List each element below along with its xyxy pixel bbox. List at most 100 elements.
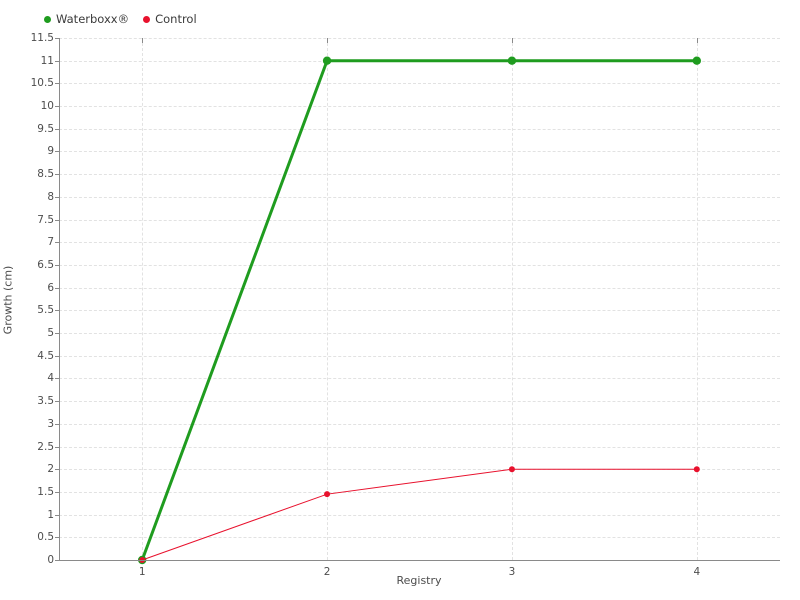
y-tick-label: 11.5 (30, 32, 54, 44)
data-point-marker (693, 466, 700, 473)
x-tick-label: 1 (138, 566, 146, 578)
y-tick-mark (55, 196, 59, 198)
square-marker-icon (44, 15, 51, 23)
data-point-marker (507, 56, 517, 65)
gridline-horizontal (59, 491, 780, 493)
legend-item-control[interactable]: Control (143, 12, 197, 26)
y-axis-title: Growth (cm) (1, 265, 15, 335)
y-tick-label: 5 (47, 327, 54, 340)
y-tick-label: 8 (47, 190, 54, 203)
y-tick-mark (55, 491, 59, 493)
y-tick-mark (55, 38, 59, 39)
gridline-horizontal (59, 128, 780, 130)
y-tick-label: 8.5 (37, 168, 54, 181)
y-tick-mark (55, 264, 59, 266)
y-tick-label: 9 (47, 145, 54, 158)
gridline-horizontal (59, 196, 780, 198)
x-axis-title: Registry (396, 574, 442, 587)
x-tick-label: 2 (323, 566, 331, 578)
y-tick-label: 6 (47, 281, 54, 294)
legend-label-waterboxx: Waterboxx® (56, 12, 130, 26)
y-tick-label: 7 (47, 236, 54, 249)
gridline-horizontal (59, 469, 780, 471)
x-tick-mark (511, 38, 513, 43)
y-tick-mark (55, 106, 59, 108)
y-tick-mark (55, 333, 59, 335)
y-tick-label: 2.5 (37, 440, 54, 453)
y-tick-mark (55, 355, 59, 357)
y-tick-label: 0.5 (37, 531, 54, 544)
y-tick-label: 10 (40, 100, 54, 113)
gridline-horizontal (59, 355, 780, 357)
data-point-marker (322, 56, 332, 65)
gridline-horizontal (59, 446, 780, 448)
gridline-horizontal (59, 310, 780, 312)
gridline-horizontal (59, 333, 780, 335)
y-tick-mark (55, 242, 59, 244)
gridline-horizontal (59, 378, 780, 380)
legend-label-control: Control (155, 12, 197, 26)
legend-item-waterboxx[interactable]: Waterboxx® (44, 12, 129, 26)
y-tick-label: 3.5 (37, 395, 54, 408)
gridline-vertical (142, 38, 144, 560)
x-tick-mark (142, 38, 144, 43)
gridline-horizontal (59, 174, 780, 176)
y-tick-mark (55, 537, 59, 539)
y-tick-mark (55, 60, 59, 62)
y-tick-mark (55, 310, 59, 312)
y-tick-mark (55, 560, 59, 561)
chart-legend: Waterboxx® Control (44, 12, 197, 26)
y-tick-mark (55, 128, 59, 130)
gridline-horizontal (59, 83, 780, 85)
gridline-horizontal (59, 401, 780, 403)
gridline-horizontal (59, 264, 780, 266)
series-line-waterboxx (140, 59, 697, 561)
gridline-horizontal (59, 242, 780, 244)
y-tick-label: 7.5 (37, 213, 54, 226)
y-tick-label: 1.5 (37, 485, 54, 498)
y-tick-mark (55, 151, 59, 153)
gridline-horizontal (59, 287, 780, 289)
y-tick-mark (55, 446, 59, 448)
y-tick-label: 6.5 (37, 258, 54, 271)
y-tick-mark (55, 219, 59, 221)
data-point-marker (324, 491, 331, 498)
data-point-marker (692, 56, 702, 65)
square-marker-icon (143, 15, 151, 23)
gridline-horizontal (59, 537, 780, 539)
gridline-horizontal (59, 38, 780, 39)
data-point-marker (508, 466, 515, 473)
gridline-vertical (696, 38, 698, 560)
y-tick-mark (55, 287, 59, 289)
x-tick-mark (327, 38, 329, 43)
y-tick-mark (55, 469, 59, 471)
y-tick-label: 11 (40, 54, 54, 67)
y-tick-label: 3 (47, 417, 54, 430)
y-tick-mark (55, 514, 59, 516)
y-tick-label: 9.5 (37, 122, 54, 135)
y-axis-line (59, 38, 60, 560)
series-line-control (142, 468, 697, 561)
y-tick-mark (55, 174, 59, 176)
gridline-vertical (327, 38, 329, 560)
plot-area: 0 0.5 1 1.5 2 2.5 3 3.5 4 4.5 5 5.5 6 6.5 7 7.5 8 8.5 9 9.5… (31, 32, 780, 578)
y-tick-label: 4.5 (37, 349, 54, 362)
x-tick-label: 3 (508, 566, 516, 578)
gridline-horizontal (59, 514, 780, 516)
y-tick-mark (55, 378, 59, 380)
x-tick-mark (696, 38, 698, 43)
gridline-horizontal (59, 106, 780, 108)
y-tick-mark (55, 401, 59, 403)
x-axis-line (59, 560, 780, 561)
y-tick-mark (55, 83, 59, 85)
gridline-vertical (511, 38, 513, 560)
y-tick-label: 0 (47, 554, 54, 566)
y-tick-label: 4 (47, 372, 54, 385)
y-tick-mark (55, 423, 59, 425)
y-tick-label: 2 (47, 463, 54, 476)
y-tick-label: 5.5 (37, 304, 54, 317)
gridline-horizontal (59, 151, 780, 153)
y-tick-label: 10.5 (30, 77, 54, 90)
series-layer (137, 56, 702, 565)
